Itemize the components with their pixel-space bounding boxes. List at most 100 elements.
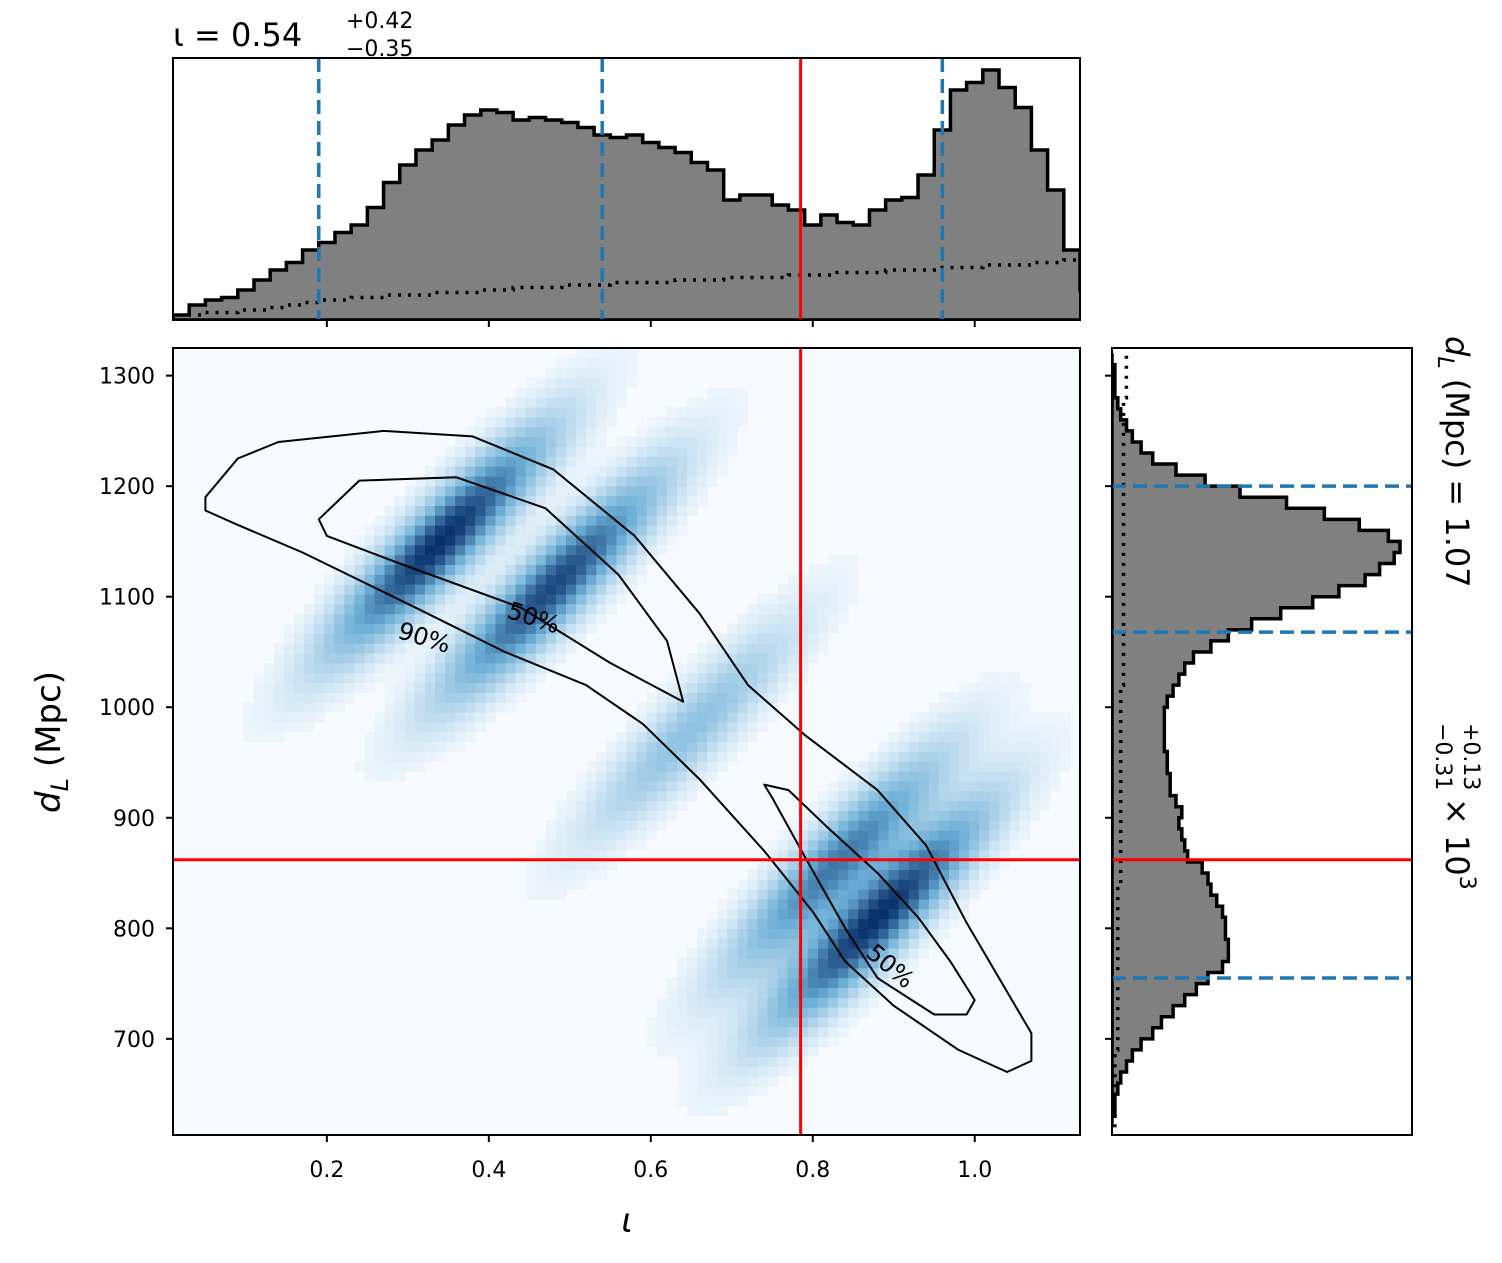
density-cell: [344, 604, 355, 614]
density-cell: [1020, 801, 1031, 811]
density-cell: [304, 614, 315, 624]
density-cell: [637, 830, 648, 840]
density-cell: [314, 633, 325, 643]
density-cell: [778, 1056, 789, 1066]
density-cell: [445, 515, 456, 525]
density-cell: [616, 505, 627, 515]
density-cell: [425, 525, 436, 535]
density-cell: [818, 594, 829, 604]
density-cell: [838, 810, 849, 820]
density-cell: [697, 702, 708, 712]
density-cell: [727, 712, 738, 722]
density-cell: [637, 427, 648, 437]
density-cell: [415, 594, 426, 604]
density-cell: [788, 997, 799, 1007]
density-cell: [939, 732, 950, 742]
density-cell: [445, 535, 456, 545]
density-cell: [657, 486, 668, 496]
density-cell: [385, 722, 396, 732]
density-cell: [727, 742, 738, 752]
density-cell: [395, 682, 406, 692]
density-cell: [717, 466, 728, 476]
density-cell: [717, 663, 728, 673]
density-cell: [697, 978, 708, 988]
density-cell: [687, 417, 698, 427]
density-cell: [647, 742, 658, 752]
density-cell: [516, 643, 527, 653]
density-cell: [828, 574, 839, 584]
density-cell: [606, 368, 617, 378]
density-cell: [385, 535, 396, 545]
density-cell: [375, 653, 386, 663]
density-cell: [596, 397, 607, 407]
density-cell: [747, 958, 758, 968]
density-cell: [1020, 712, 1031, 722]
density-cell: [778, 997, 789, 1007]
density-cell: [435, 722, 446, 732]
density-cell: [627, 830, 638, 840]
density-cell: [929, 820, 940, 830]
joint-density-panel: 50%90%50% 0.2 0.4 0.6 0.8 1.0700800900100011…: [99, 348, 1080, 1183]
svg-text:dL (Mpc): dL (Mpc): [29, 671, 74, 813]
density-cell: [616, 840, 627, 850]
density-cell: [344, 663, 355, 673]
density-cell: [405, 673, 416, 683]
density-cell: [788, 938, 799, 948]
density-cell: [536, 397, 547, 407]
iota-posterior-histogram: [173, 70, 1210, 320]
density-cell: [516, 564, 527, 574]
density-cell: [516, 525, 527, 535]
density-cell: [969, 702, 980, 712]
density-cell: [899, 771, 910, 781]
density-cell: [606, 397, 617, 407]
density-cell: [274, 673, 285, 683]
density-cell: [949, 702, 960, 712]
density-cell: [707, 1056, 718, 1066]
density-cell: [485, 623, 496, 633]
density-cell: [566, 378, 577, 388]
density-cell: [949, 712, 960, 722]
y-tick-label: 800: [113, 917, 155, 942]
density-cell: [395, 653, 406, 663]
density-cell: [1050, 751, 1061, 761]
density-cell: [717, 456, 728, 466]
density-cell: [989, 840, 1000, 850]
density-cell: [435, 751, 446, 761]
density-cell: [808, 928, 819, 938]
density-cell: [425, 692, 436, 702]
density-cell: [395, 604, 406, 614]
density-cell: [415, 515, 426, 525]
density-cell: [838, 1017, 849, 1027]
density-cell: [737, 722, 748, 732]
density-cell: [737, 702, 748, 712]
density-cell: [556, 545, 567, 555]
density-cell: [616, 732, 627, 742]
density-cell: [768, 643, 779, 653]
density-cell: [949, 869, 960, 879]
density-cell: [516, 515, 527, 525]
density-cell: [727, 427, 738, 437]
density-cell: [717, 909, 728, 919]
density-cell: [899, 919, 910, 929]
density-cell: [495, 505, 506, 515]
density-cell: [949, 810, 960, 820]
density-cell: [526, 407, 537, 417]
density-cell: [848, 978, 859, 988]
density-cell: [808, 1046, 819, 1056]
density-cell: [737, 1007, 748, 1017]
density-cell: [959, 869, 970, 879]
density-cell: [697, 751, 708, 761]
density-cell: [506, 564, 517, 574]
density-cell: [395, 535, 406, 545]
density-cell: [808, 820, 819, 830]
density-cell: [546, 840, 557, 850]
density-cell: [848, 791, 859, 801]
density-cell: [909, 889, 920, 899]
density-cell: [586, 446, 597, 456]
density-cell: [949, 879, 960, 889]
density-cell: [758, 653, 769, 663]
density-cell: [727, 673, 738, 683]
density-cell: [717, 702, 728, 712]
density-cell: [475, 594, 486, 604]
density-cell: [586, 594, 597, 604]
